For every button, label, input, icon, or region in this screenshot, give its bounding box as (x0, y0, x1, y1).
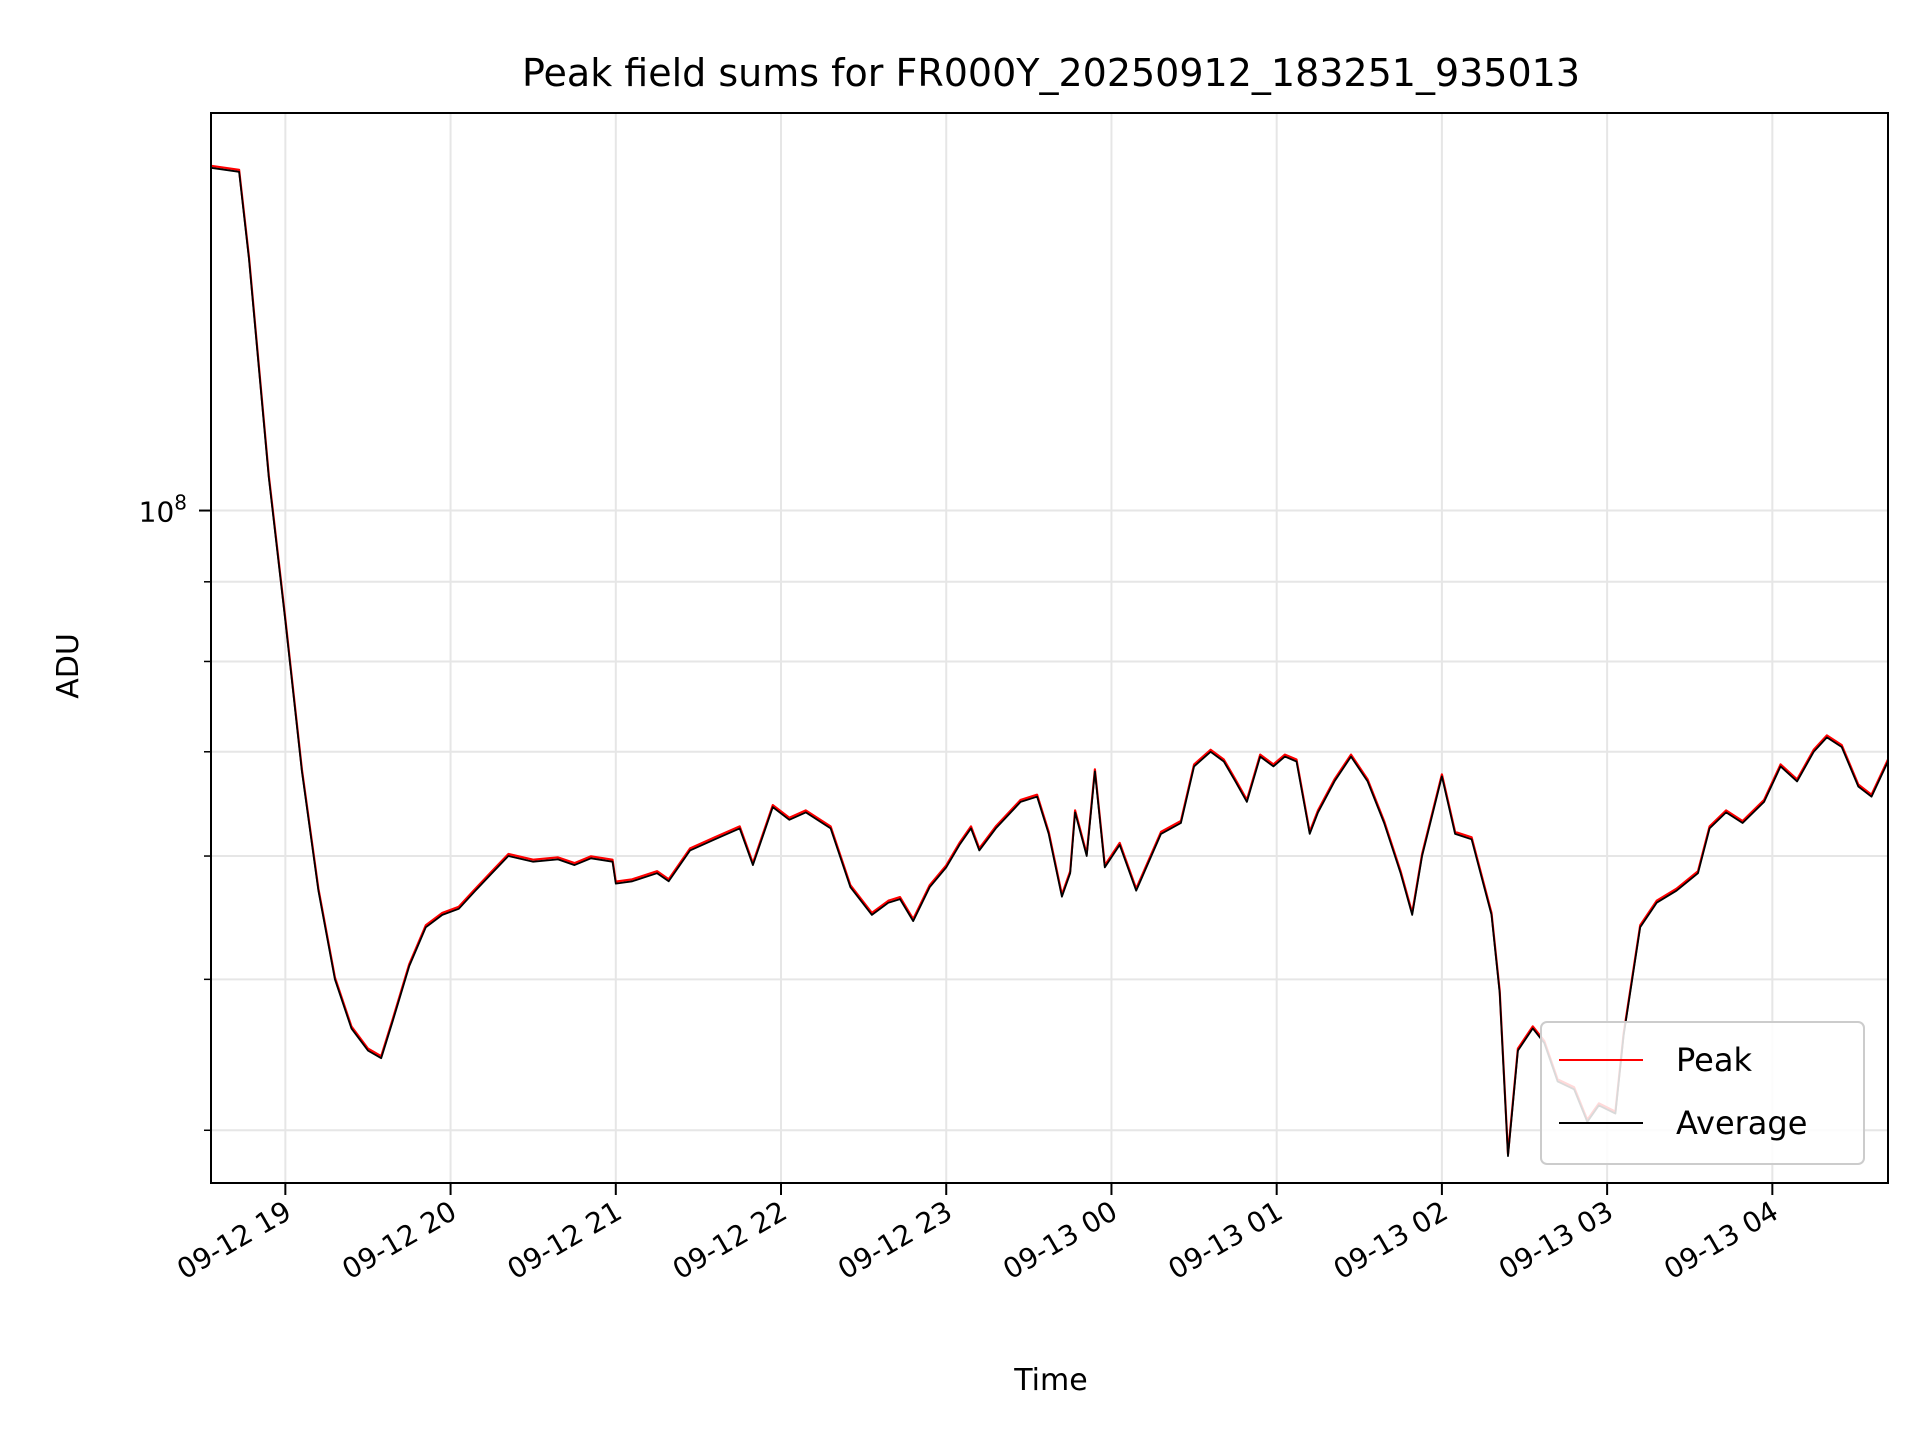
legend-label-average: Average (1676, 1104, 1807, 1142)
plot-frame (210, 112, 1889, 1184)
chart-title: Peak field sums for FR000Y_20250912_1832… (522, 51, 1580, 95)
legend-box (1540, 1021, 1865, 1165)
y-axis-label: ADU (51, 633, 86, 699)
legend: Peak Average (1540, 1021, 1865, 1165)
x-axis-label: Time (1013, 1363, 1087, 1398)
legend-label-peak: Peak (1676, 1041, 1752, 1079)
y-tick-label: 108 (139, 491, 187, 529)
